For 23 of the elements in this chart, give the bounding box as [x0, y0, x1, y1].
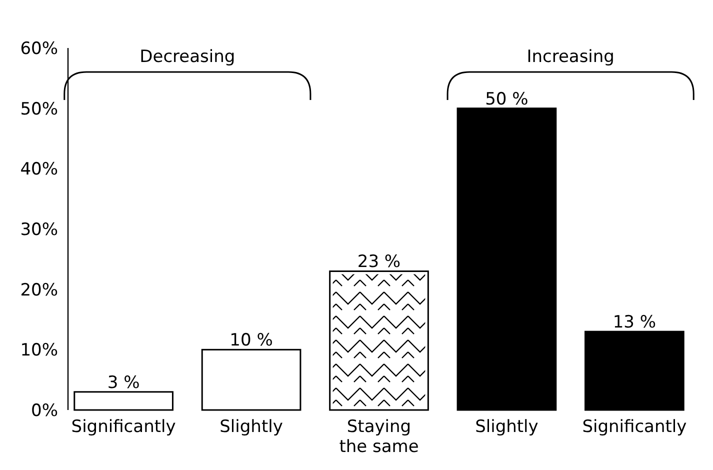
x-tick-label: Significantly	[582, 417, 687, 437]
bar	[201, 348, 302, 411]
annotation: Decreasing	[140, 47, 236, 67]
data-label: 13 %	[612, 312, 656, 333]
x-tick-label: Slightly	[220, 417, 283, 437]
x-tick-label: Staying the same	[339, 417, 419, 457]
bar	[584, 330, 684, 411]
y-tick-label: 40%	[20, 160, 58, 180]
y-tick-label: 10%	[20, 340, 58, 361]
x-tick-label: Slightly	[475, 417, 538, 437]
y-tick-label: 50%	[20, 99, 58, 120]
y-tick-label: 60%	[20, 38, 58, 59]
data-label: 50 %	[485, 89, 528, 110]
y-tick-label: 20%	[20, 280, 58, 300]
data-label: 10 %	[230, 330, 273, 351]
bar	[74, 391, 174, 411]
bar	[456, 108, 557, 411]
y-tick-label: 0%	[31, 400, 58, 421]
y-tick-label: 30%	[20, 220, 58, 240]
annotation: Increasing	[526, 47, 614, 67]
x-tick-label: Significantly	[71, 417, 176, 437]
data-label: 23 %	[357, 252, 401, 272]
data-label: 3 %	[107, 372, 140, 393]
